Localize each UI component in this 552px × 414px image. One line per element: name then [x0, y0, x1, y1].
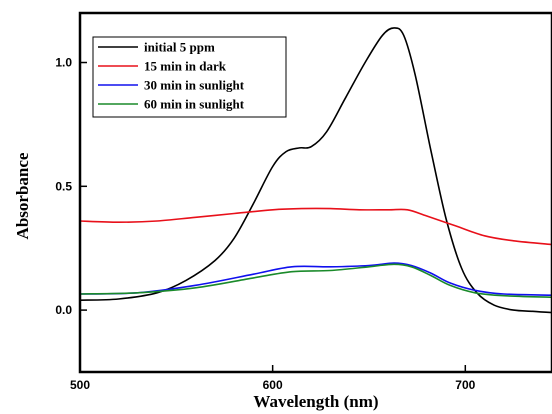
x-tick-label: 500 [70, 378, 90, 392]
y-tick-label: 0.5 [55, 179, 72, 193]
series-line-3 [80, 262, 552, 296]
legend: initial 5 ppm 15 min in dark 30 min in sun… [92, 36, 287, 118]
legend-label-4: 60 min in sunlight [144, 97, 245, 112]
axis-ticks: 500 600 700 0.0 0.5 1.0 [55, 56, 475, 392]
legend-label-3: 30 min in sunlight [144, 78, 245, 93]
series-line-2 [80, 207, 552, 246]
x-axis-title: Wavelength (nm) [253, 392, 378, 411]
y-tick-label: 1.0 [55, 56, 72, 70]
series-line-4 [80, 263, 552, 298]
x-tick-label: 700 [455, 378, 475, 392]
y-tick-label: 0.0 [55, 303, 72, 317]
y-axis-title: Absorbance [13, 152, 32, 239]
legend-label-1: initial 5 ppm [144, 40, 215, 55]
x-tick-label: 600 [263, 378, 283, 392]
legend-label-2: 15 min in dark [144, 59, 227, 74]
plot-frame [78, 11, 552, 374]
series-lines [80, 27, 552, 314]
